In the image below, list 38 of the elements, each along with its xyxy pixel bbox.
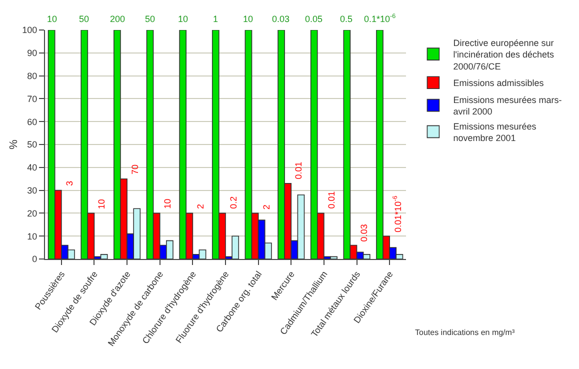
text: Toutes indications en mg/m³ bbox=[415, 328, 515, 337]
y-tick-label: 70 bbox=[27, 94, 38, 104]
annotation: 0.03 bbox=[359, 224, 370, 242]
text: 10 bbox=[47, 14, 58, 24]
annotation: 0.2 bbox=[228, 196, 238, 209]
y-tick-label: 90 bbox=[27, 48, 38, 58]
y-tick-label: 100 bbox=[22, 25, 38, 36]
text: 0.03 bbox=[272, 14, 290, 24]
annotation: 2 bbox=[196, 204, 206, 210]
legend-label: Emissions admissibles bbox=[453, 78, 544, 88]
text: 50 bbox=[145, 14, 156, 24]
text: 200 bbox=[110, 14, 126, 24]
text: 1 bbox=[213, 14, 218, 24]
annotation: 2 bbox=[261, 204, 272, 210]
legend-label: Emissions mesurées mars-avril 2000 bbox=[453, 94, 562, 117]
text: 0.5 bbox=[340, 14, 353, 24]
legend-label: Emissions mesurées novembre 2001 bbox=[453, 121, 537, 144]
annotation: 0.01 bbox=[293, 162, 304, 180]
y-tick-label: 10 bbox=[27, 231, 38, 242]
legend-label: Directive européenne sur l'incinération des déchets 2000/76/CE bbox=[453, 38, 554, 72]
y-tick-label: 30 bbox=[27, 185, 38, 196]
annotation: 70 bbox=[130, 164, 140, 175]
y-tick-label: 80 bbox=[27, 70, 38, 81]
annotation: 0.01 bbox=[326, 191, 336, 209]
y-tick-label: 40 bbox=[27, 162, 38, 173]
text: 10 bbox=[243, 14, 254, 24]
y-tick-label: 20 bbox=[27, 208, 38, 218]
text: 50 bbox=[79, 14, 90, 24]
annotation: 10 bbox=[96, 199, 107, 210]
text: 0.1*10$^{-6}$ bbox=[364, 13, 396, 24]
y-tick-label: 50 bbox=[27, 140, 38, 150]
text: 10 bbox=[178, 14, 188, 24]
annotation: 3 bbox=[64, 180, 74, 186]
annotation: 10 bbox=[162, 198, 172, 209]
y-tick-label: 0 bbox=[32, 254, 38, 264]
text: 0.05 bbox=[305, 14, 323, 24]
y-axis-title: % bbox=[8, 139, 20, 150]
y-tick-label: 60 bbox=[27, 116, 38, 127]
